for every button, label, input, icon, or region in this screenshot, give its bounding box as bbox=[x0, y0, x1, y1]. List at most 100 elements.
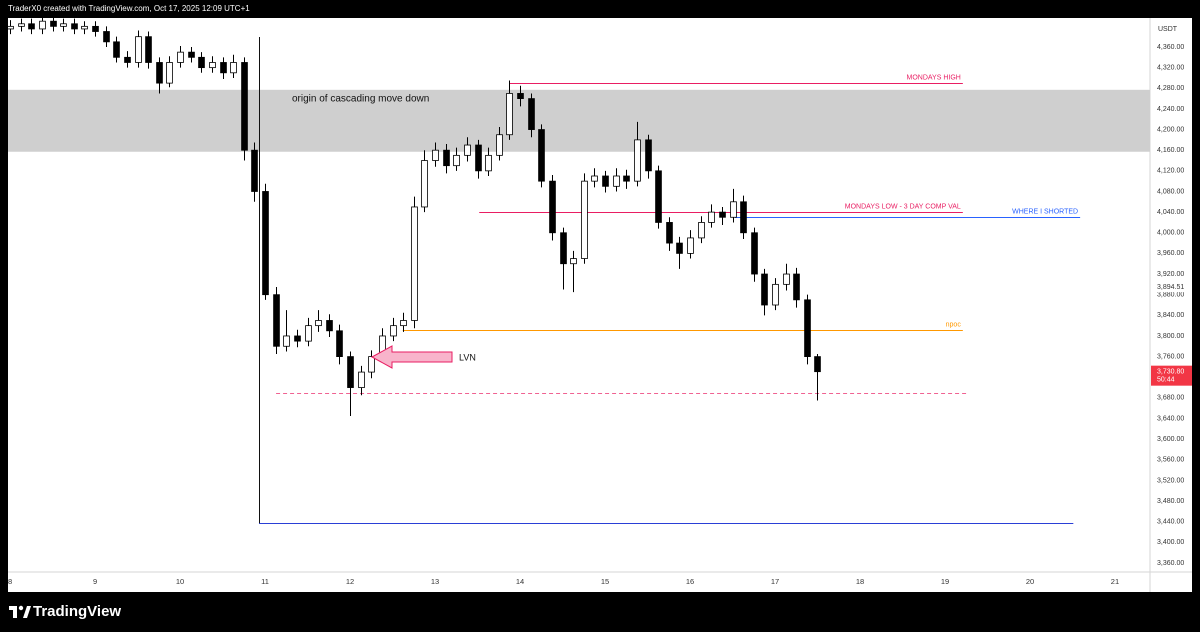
candle-body bbox=[496, 134, 503, 156]
y-tick-label: 3,640.00 bbox=[1157, 415, 1184, 422]
zone bbox=[8, 89, 1150, 152]
candle-body bbox=[570, 258, 577, 265]
candle-body bbox=[103, 31, 110, 43]
candle-body bbox=[411, 206, 418, 321]
candle-body bbox=[71, 23, 78, 30]
candle-body bbox=[421, 160, 428, 208]
candle-body bbox=[730, 201, 737, 218]
y-tick-label: 4,240.00 bbox=[1157, 106, 1184, 113]
y-tick-label: 3,840.00 bbox=[1157, 312, 1184, 319]
header-text: TraderX0 created with TradingView.com, O… bbox=[8, 4, 250, 13]
candle-body bbox=[230, 62, 237, 74]
x-tick-label: 20 bbox=[1026, 577, 1034, 586]
candle-body bbox=[528, 98, 535, 130]
x-tick-label: 12 bbox=[346, 577, 354, 586]
candle-body bbox=[209, 62, 216, 69]
candle-body bbox=[336, 330, 343, 358]
candle-body bbox=[708, 211, 715, 223]
annotation-label: LVN bbox=[459, 352, 476, 362]
candle-body bbox=[18, 23, 25, 27]
x-tick-label: 9 bbox=[93, 577, 97, 586]
candle-body bbox=[60, 23, 67, 27]
x-tick-label: 18 bbox=[856, 577, 864, 586]
candle-body bbox=[443, 149, 450, 167]
currency-label: USDT bbox=[1158, 26, 1178, 33]
y-tick-label: 3,600.00 bbox=[1157, 436, 1184, 443]
y-tick-label: 3,760.00 bbox=[1157, 353, 1184, 360]
candle-body bbox=[655, 170, 662, 223]
candle-body bbox=[390, 325, 397, 337]
candle-body bbox=[475, 144, 482, 172]
candle-body bbox=[400, 320, 407, 327]
x-tick-label: 15 bbox=[601, 577, 609, 586]
candle-body bbox=[262, 191, 269, 296]
candle-body bbox=[772, 283, 779, 306]
y-tick-label: 3,880.00 bbox=[1157, 292, 1184, 299]
candle-body bbox=[740, 201, 747, 234]
candle-body bbox=[623, 175, 630, 182]
candle-body bbox=[761, 273, 768, 306]
x-tick-label: 17 bbox=[771, 577, 779, 586]
candle-body bbox=[294, 335, 301, 342]
candle-body bbox=[251, 149, 258, 192]
y-tick-label: 4,000.00 bbox=[1157, 230, 1184, 237]
candle-body bbox=[485, 154, 492, 172]
y-tick-label: 3,400.00 bbox=[1157, 539, 1184, 546]
y-tick-label: 3,560.00 bbox=[1157, 457, 1184, 464]
candle-body bbox=[698, 222, 705, 239]
level-label: WHERE I SHORTED bbox=[1012, 208, 1078, 215]
candle-body bbox=[804, 299, 811, 358]
candle-body bbox=[156, 62, 163, 84]
candle-body bbox=[50, 20, 57, 27]
y-tick-label: 3,520.00 bbox=[1157, 477, 1184, 484]
x-tick-label: 14 bbox=[516, 577, 524, 586]
level-label: npoc bbox=[946, 321, 962, 328]
candle-body bbox=[188, 51, 195, 58]
candle-body bbox=[538, 129, 545, 182]
candle-body bbox=[453, 154, 460, 167]
y-tick-label: 3,800.00 bbox=[1157, 333, 1184, 340]
last-price-tag bbox=[1151, 365, 1192, 386]
x-tick-label: 8 bbox=[8, 577, 12, 586]
candle-body bbox=[177, 51, 184, 63]
brand-logo bbox=[9, 605, 31, 618]
candle-body bbox=[326, 320, 333, 332]
y-tick-label: 4,160.00 bbox=[1157, 147, 1184, 154]
candle-body bbox=[124, 56, 131, 63]
candle-body bbox=[719, 211, 726, 218]
candle-body bbox=[166, 62, 173, 84]
candle-body bbox=[666, 222, 673, 244]
candle-body bbox=[506, 93, 513, 136]
y-tick-label: 4,080.00 bbox=[1157, 188, 1184, 195]
price-marker-bg bbox=[1151, 282, 1192, 293]
candle-body bbox=[283, 335, 290, 347]
candle-body bbox=[517, 93, 524, 99]
y-tick-label: 4,360.00 bbox=[1157, 44, 1184, 51]
y-tick-label: 4,040.00 bbox=[1157, 209, 1184, 216]
brand-name: TradingView bbox=[33, 603, 121, 620]
y-tick-label: 4,200.00 bbox=[1157, 126, 1184, 133]
candle-body bbox=[358, 371, 365, 388]
y-tick-label: 3,440.00 bbox=[1157, 519, 1184, 526]
candle-body bbox=[613, 175, 620, 187]
last-price-label: 3,730.80 bbox=[1157, 369, 1184, 376]
y-tick-label: 4,280.00 bbox=[1157, 85, 1184, 92]
candle-body bbox=[145, 36, 152, 63]
candle-body bbox=[135, 36, 142, 63]
candle-body bbox=[560, 232, 567, 265]
x-tick-label: 16 bbox=[686, 577, 694, 586]
level-label: MONDAYS HIGH bbox=[907, 74, 961, 81]
y-tick-label: 3,680.00 bbox=[1157, 395, 1184, 402]
candle-body bbox=[676, 242, 683, 254]
candle-body bbox=[783, 273, 790, 285]
candle-body bbox=[814, 356, 821, 373]
y-tick-label: 4,120.00 bbox=[1157, 168, 1184, 175]
candle-body bbox=[305, 325, 312, 342]
candle-body bbox=[464, 144, 471, 156]
candle-body bbox=[241, 62, 248, 151]
candle-body bbox=[8, 25, 14, 30]
y-tick-label: 3,480.00 bbox=[1157, 498, 1184, 505]
y-tick-label: 3,960.00 bbox=[1157, 250, 1184, 257]
candle-body bbox=[347, 356, 354, 388]
